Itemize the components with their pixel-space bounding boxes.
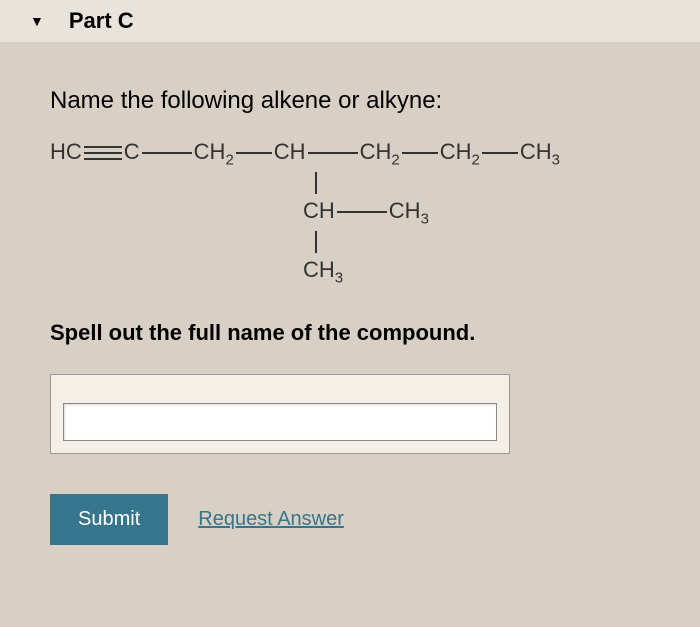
- content-area: Name the following alkene or alkyne: HC C…: [0, 42, 700, 575]
- request-answer-link[interactable]: Request Answer: [198, 508, 344, 531]
- chem-ch3: CH: [303, 257, 335, 282]
- chem-sub: 3: [552, 151, 560, 168]
- chem-ch2: CH: [194, 139, 226, 164]
- chevron-down-icon: ▼: [30, 13, 44, 29]
- instruction-text: Spell out the full name of the compound.: [50, 320, 650, 346]
- single-bond-icon: [482, 152, 518, 154]
- chem-hc: HC: [50, 139, 82, 164]
- chem-sub: 3: [421, 210, 429, 227]
- chem-branch1: CHCH3: [303, 194, 650, 231]
- chemical-structure: HCCCH2CHCH2CH2CH3 CHCH3 CH3: [50, 135, 650, 290]
- chem-ch2: CH: [360, 139, 392, 164]
- chem-branch2: CH3: [303, 253, 650, 290]
- question-prompt: Name the following alkene or alkyne:: [50, 87, 650, 115]
- chem-main-chain: HCCCH2CHCH2CH2CH3: [50, 135, 650, 172]
- chem-ch: CH: [303, 198, 335, 223]
- triple-bond-icon: [84, 146, 122, 160]
- answer-input-container: [50, 374, 510, 454]
- single-bond-icon: [142, 152, 192, 154]
- vertical-bond-icon: [315, 172, 650, 194]
- button-row: Submit Request Answer: [50, 494, 650, 545]
- answer-input[interactable]: [63, 403, 497, 441]
- single-bond-icon: [402, 152, 438, 154]
- chem-ch3: CH: [520, 139, 552, 164]
- chem-ch2: CH: [440, 139, 472, 164]
- single-bond-icon: [337, 211, 387, 213]
- chem-sub: 2: [471, 151, 479, 168]
- part-header[interactable]: ▼ Part C: [0, 0, 700, 42]
- chem-sub: 3: [335, 269, 343, 286]
- vertical-bond-icon: [315, 231, 650, 253]
- single-bond-icon: [236, 152, 272, 154]
- chem-sub: 2: [225, 151, 233, 168]
- part-title: Part C: [69, 8, 134, 34]
- chem-ch: CH: [274, 139, 306, 164]
- chem-sub: 2: [391, 151, 399, 168]
- chem-ch3: CH: [389, 198, 421, 223]
- submit-button[interactable]: Submit: [50, 494, 168, 545]
- chem-c: C: [124, 139, 140, 164]
- single-bond-icon: [308, 152, 358, 154]
